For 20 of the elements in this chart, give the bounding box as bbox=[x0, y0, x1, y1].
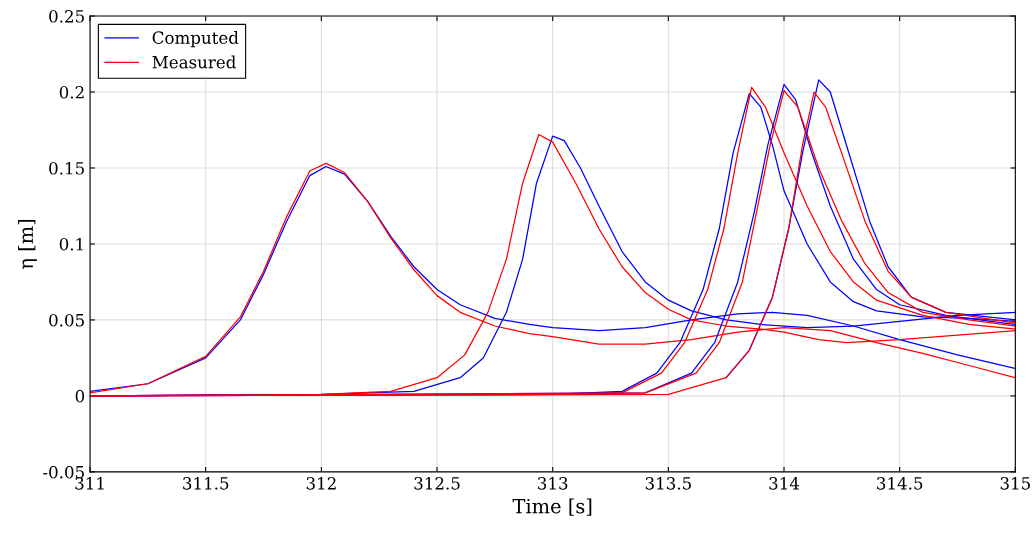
y-tick-label: 0.25 bbox=[49, 10, 84, 23]
x-tick-label: 311.5 bbox=[183, 477, 229, 490]
y-tick-label: 0.2 bbox=[59, 85, 84, 99]
x-tick-label: 315 bbox=[1000, 477, 1030, 490]
x-axis-title: Time [s] bbox=[512, 498, 592, 516]
legend-label: Measured bbox=[152, 55, 236, 69]
x-tick-label: 314.5 bbox=[877, 477, 923, 490]
y-tick-label: 0.1 bbox=[59, 237, 83, 251]
x-tick-label: 312.5 bbox=[414, 477, 460, 490]
x-tick-label: 314 bbox=[769, 477, 800, 490]
x-tick-label: 313 bbox=[538, 477, 568, 490]
legend-label: Computed bbox=[152, 31, 239, 48]
y-tick-label: 0.15 bbox=[49, 161, 84, 175]
y-tick-label: -0.05 bbox=[43, 465, 84, 479]
y-tick-label: 0 bbox=[75, 389, 85, 403]
x-tick-label: 313.5 bbox=[645, 477, 691, 490]
x-tick-label: 311 bbox=[75, 477, 104, 490]
y-axis-title: η [m] bbox=[18, 219, 37, 269]
y-tick-label: 0.05 bbox=[49, 313, 84, 327]
x-tick-label: 312 bbox=[306, 477, 336, 490]
